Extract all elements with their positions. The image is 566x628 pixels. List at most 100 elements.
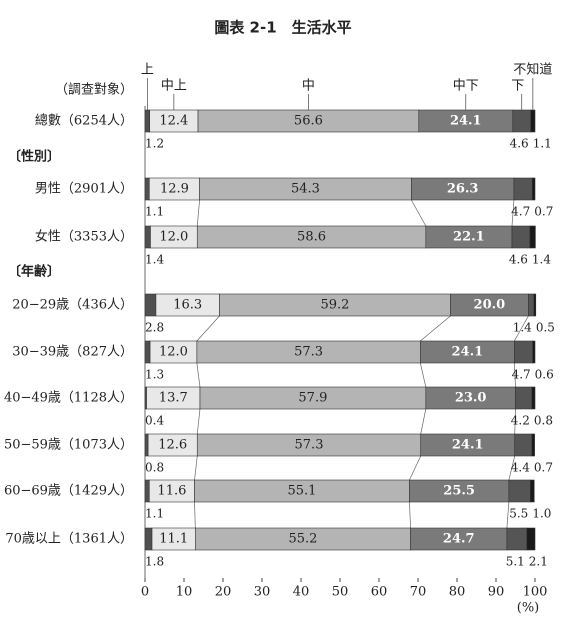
value-label: 11.1 [159,532,188,547]
bar-segment [530,109,536,133]
value-label: 1.0 [532,507,551,521]
x-tick-label: 100 [523,585,548,600]
value-label: 1.4 [145,253,164,267]
value-label: 5.1 [506,555,525,569]
value-label: 24.1 [450,114,482,129]
connector [196,199,200,227]
bar-segment [531,433,535,457]
value-label: 57.9 [298,391,327,406]
value-label: 2.1 [529,555,548,569]
x-tick-label: 40 [293,585,310,600]
x-tick-label: 60 [371,585,388,600]
connector [196,362,201,388]
category-label: 30−39歳（827人） [12,345,133,360]
category-label: 總數（6254人） [35,113,133,129]
x-tick-label: 90 [488,585,505,600]
category-label: 60−69歳（1429人） [4,484,133,499]
chart-title: 圖表 2-1 生活水平 [214,19,351,37]
bar-segment [144,109,150,133]
x-axis-label: (%) [517,601,540,616]
value-label: 55.1 [287,484,316,499]
connector [420,408,427,435]
value-label: 4.6 [510,137,529,151]
connector [409,501,411,529]
bar-segment [533,293,537,317]
value-label: 24.1 [451,345,483,360]
connector [511,199,515,227]
connector [514,315,529,342]
value-label: 0.8 [145,461,164,475]
x-tick-label: 80 [449,585,466,600]
value-label: 2.8 [145,321,164,335]
bar-segment [514,340,533,364]
value-label: 1.1 [145,205,164,219]
x-tick-label: 0 [141,585,149,600]
bar-segment [506,527,528,551]
connector [196,315,220,342]
value-label: 58.6 [297,230,326,245]
legend-label: 下 [511,79,524,94]
bar-segment [508,479,531,503]
x-tick-label: 10 [176,585,193,600]
bar-segment [144,527,153,551]
bar-segment [531,386,536,410]
value-label: 0.7 [534,461,553,475]
value-label: 11.6 [157,484,186,499]
bar-segment [532,340,536,364]
connector [508,455,516,481]
bar-segment [526,527,536,551]
bar-segment [513,177,533,201]
value-label: 1.1 [145,507,164,521]
value-label: 26.3 [447,182,479,197]
value-label: 1.2 [145,137,164,151]
connector [194,455,198,481]
connector [514,408,516,435]
value-label: 24.1 [452,438,484,453]
bar-segment [144,293,157,317]
value-label: 16.3 [173,298,202,313]
bar-segment [144,225,151,249]
value-label: 0.8 [534,414,553,428]
legend-label: 中 [302,79,315,94]
value-label: 4.7 [512,368,531,382]
bar-segment [515,386,533,410]
bar-segment [144,177,150,201]
value-label: 56.6 [294,114,323,129]
value-label: 0.5 [536,321,555,335]
value-label: 4.4 [511,461,530,475]
category-label: 50−59歳（1073人） [4,438,133,453]
value-label: 12.9 [160,182,189,197]
value-label: 12.0 [159,345,188,360]
value-label: 55.2 [288,532,317,547]
category-label: 40−49歳（1128人） [4,391,133,406]
category-label: 20−29歳（436人） [12,298,133,313]
value-label: 59.2 [320,298,349,313]
x-tick-label: 20 [215,585,232,600]
connector [196,408,201,435]
connector [420,315,451,342]
group-label: （調查對象） [55,83,133,98]
value-label: 24.7 [443,532,475,547]
value-label: 1.3 [145,368,164,382]
bar-segment [529,225,536,249]
legend-label: 上 [141,63,154,78]
value-label: 0.4 [145,414,164,428]
group-label: 〔性別〕 [8,149,60,165]
connector [409,455,422,481]
value-label: 0.7 [534,205,553,219]
value-label: 1.4 [532,253,551,267]
bar-segment [530,479,535,503]
value-label: 23.0 [455,391,487,406]
value-label: 1.1 [533,137,552,151]
value-label: 20.0 [474,298,506,313]
value-label: 4.2 [511,414,530,428]
connector [506,501,510,529]
connector [419,362,427,388]
bar-segment [528,293,535,317]
value-label: 57.3 [294,345,323,360]
value-label: 5.5 [509,507,528,521]
bar-segment [511,225,531,249]
category-label: 女性（3353人） [35,229,133,245]
bar-segment [514,433,533,457]
